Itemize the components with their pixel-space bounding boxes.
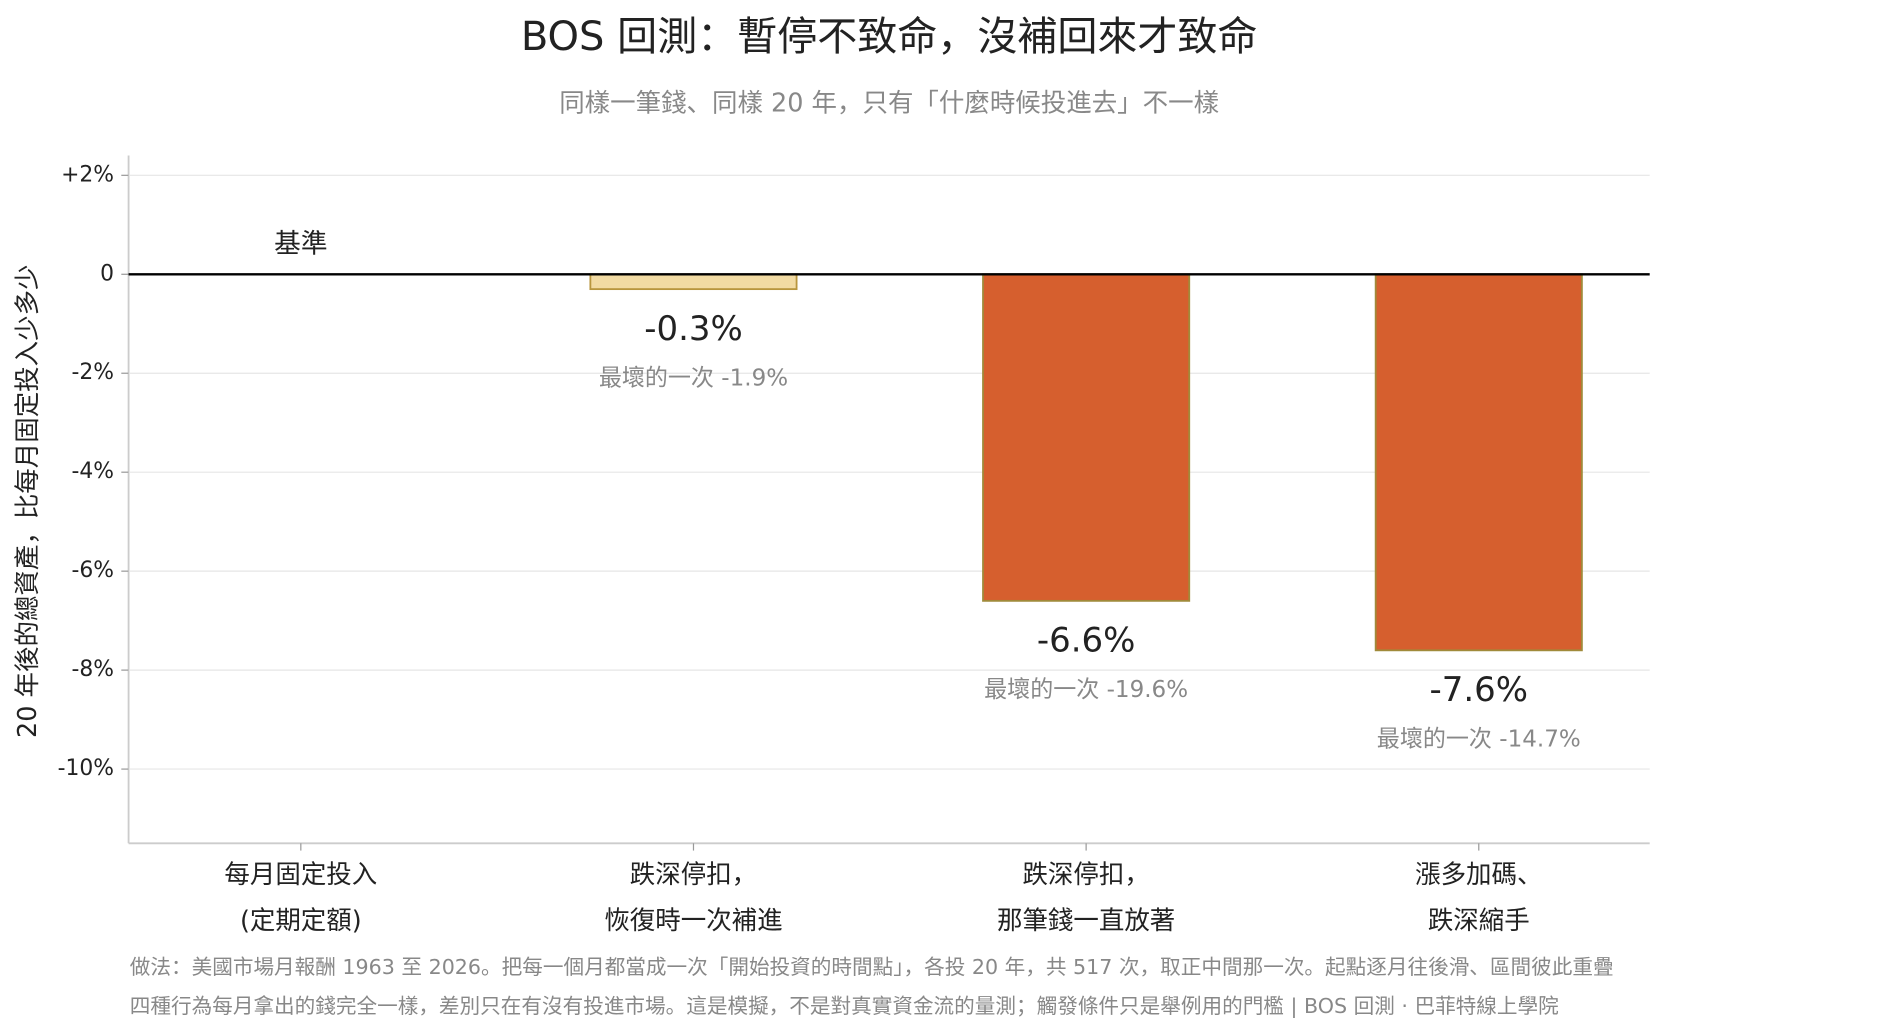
y-tick-label: -8% [72, 657, 115, 682]
value-label: -0.3% [644, 309, 743, 349]
x-tick-label: 跌深停扣，恢復時一次補進 [604, 860, 782, 936]
x-tick-label: 每月固定投入(定期定額) [224, 860, 377, 936]
footnote: 四種行為每月拿出的錢完全一樣，差別只在有沒有投進市場。這是模擬，不是對真實資金流… [130, 994, 1559, 1019]
worst-label: 最壞的一次 -19.6% [984, 677, 1188, 703]
chart-subtitle: 同樣一筆錢、同樣 20 年，只有「什麼時候投進去」不一樣 [559, 89, 1219, 119]
bar [982, 273, 1191, 602]
y-tick-label: 0 [100, 261, 114, 286]
value-label: 基準 [274, 229, 327, 260]
bar [1374, 273, 1583, 652]
bar [589, 273, 798, 291]
worst-label: 最壞的一次 -14.7% [1377, 727, 1581, 753]
y-tick-label: -10% [58, 756, 114, 781]
y-tick-label: -4% [72, 459, 115, 484]
footnote: 做法：美國市場月報酬 1963 至 2026。把每一個月都當成一次「開始投資的時… [130, 955, 1614, 979]
value-label: -7.6% [1430, 670, 1529, 710]
y-tick-label: -2% [72, 360, 115, 385]
y-axis-label: 20 年後的總資產，比每月固定投入少多少 [13, 264, 43, 737]
value-label: -6.6% [1037, 621, 1136, 661]
y-tick-label: -6% [72, 558, 115, 583]
worst-label: 最壞的一次 -1.9% [599, 365, 788, 391]
y-tick-label: +2% [61, 162, 114, 187]
x-tick-label: 跌深停扣，那筆錢一直放著 [997, 860, 1175, 936]
x-tick-label: 漲多加碼、跌深縮手 [1415, 860, 1542, 936]
chart-title: BOS 回測：暫停不致命，沒補回來才致命 [521, 14, 1258, 60]
